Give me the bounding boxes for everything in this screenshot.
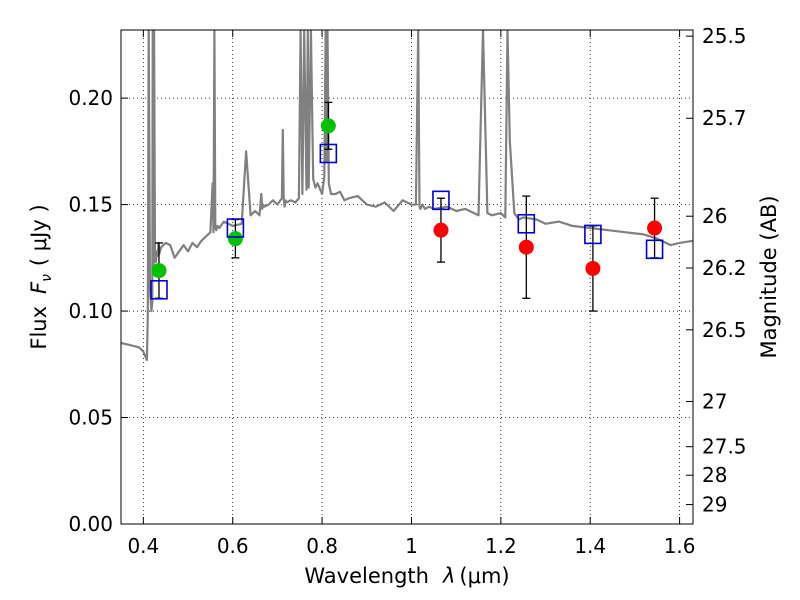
mag-tick-label: 25.5 — [702, 24, 747, 48]
mag-tick-label: 28 — [702, 463, 727, 487]
x-tick-label: 0.4 — [127, 534, 159, 558]
spectrum-layer — [121, 30, 693, 362]
x-tick-label: 0.8 — [306, 534, 338, 558]
points-layer — [150, 101, 664, 312]
spectrum-line — [121, 30, 693, 362]
x-tick-label: 0.6 — [217, 534, 249, 558]
mag-tick-label: 26 — [702, 204, 727, 228]
model-square — [319, 143, 338, 164]
y-tick-label: 0.00 — [68, 512, 113, 536]
data-point — [433, 222, 449, 238]
model-square — [150, 279, 168, 300]
mag-tick-label: 26.5 — [702, 318, 747, 342]
y-tick-label: 0.15 — [68, 193, 113, 217]
x-tick-label: 1.4 — [574, 534, 606, 558]
ticks-layer: 0.4 0.6 0.8 1 1.2 1.4 1.6 0.00 0.05 0.10 0.15 0.20 2… — [68, 24, 746, 558]
data-point — [647, 220, 663, 236]
mag-tick-label: 29 — [702, 493, 727, 517]
x-tick-label: 1.6 — [664, 534, 696, 558]
data-point — [151, 263, 167, 279]
x-axis-label: Wavelength λ (μm) — [304, 564, 509, 588]
mag-tick-label: 26.2 — [702, 256, 747, 280]
mag-tick-label: 27.5 — [702, 435, 747, 459]
model-square — [517, 213, 536, 234]
model-square — [226, 218, 245, 238]
data-point — [227, 231, 243, 247]
y2-axis-label: Magnitude (AB) — [757, 195, 781, 358]
y-tick-label: 0.05 — [68, 406, 113, 430]
y-tick-label: 0.20 — [68, 86, 113, 110]
x-tick-label: 1.2 — [485, 534, 517, 558]
grid — [121, 30, 693, 525]
data-point — [320, 118, 336, 134]
plot-frame — [120, 29, 694, 525]
y-tick-label: 0.10 — [68, 299, 113, 323]
y-axis-label: FluxFν( μJy ) — [27, 204, 55, 349]
mag-tick-label: 27 — [702, 389, 727, 413]
model-square — [584, 224, 602, 245]
model-square — [645, 239, 664, 260]
data-point — [585, 260, 601, 276]
data-point — [518, 239, 534, 255]
mag-tick-label: 25.7 — [702, 106, 747, 130]
model-square — [432, 190, 450, 211]
x-tick-label: 1 — [405, 534, 418, 558]
